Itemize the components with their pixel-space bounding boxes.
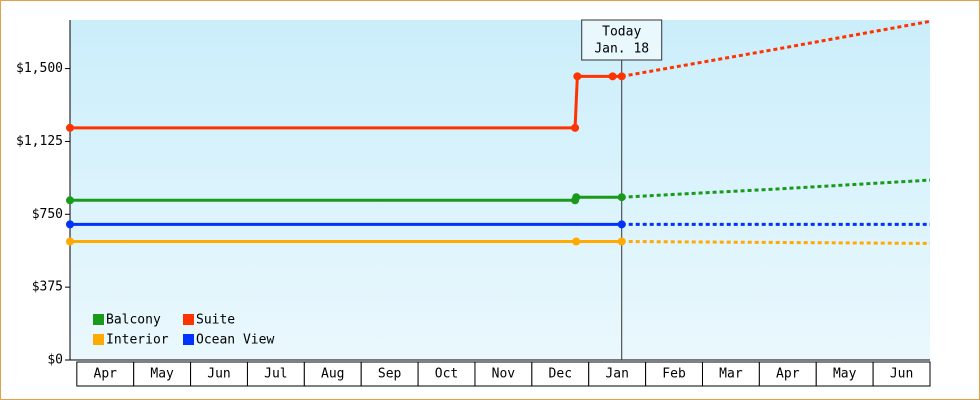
y-tick-label: $750 [32, 207, 63, 222]
category-box [133, 361, 192, 387]
x-tick-label: May [833, 367, 857, 382]
category-box [758, 361, 817, 387]
legend-swatch [183, 314, 194, 325]
legend-swatch [93, 314, 104, 325]
x-tick-label: Dec [549, 367, 572, 382]
legend-label: Interior [106, 333, 169, 348]
point [572, 237, 581, 246]
plot-bg [70, 20, 930, 360]
x-tick-label: Nov [492, 367, 516, 382]
forecast-line [621, 239, 931, 245]
category-box [190, 361, 248, 387]
y-tick-label: $1,125 [16, 134, 63, 149]
x-tick-label: Sep [378, 367, 402, 382]
legend-label: Suite [196, 313, 235, 328]
x-tick-label: Jun [890, 367, 913, 382]
point [66, 123, 74, 132]
point [617, 193, 626, 202]
point [617, 72, 626, 81]
legend-label: Balcony [106, 313, 161, 328]
y-tick-label: $1,500 [16, 61, 63, 76]
legend-label: Ocean View [196, 333, 274, 348]
x-tick-label: Aug [321, 367, 344, 382]
point [608, 72, 617, 81]
y-tick-label: $375 [32, 280, 63, 295]
x-tick-label: May [150, 367, 174, 382]
category-box [246, 361, 305, 387]
point [573, 72, 582, 81]
x-tick-label: Jun [207, 367, 230, 382]
x-tick-label: Oct [435, 367, 458, 382]
category-box [701, 361, 760, 387]
point [617, 220, 626, 229]
x-tick-label: Mar [719, 367, 743, 382]
category-box [474, 361, 533, 387]
legend-swatch [93, 334, 104, 345]
category-box [303, 361, 362, 387]
legend-swatch [183, 334, 194, 345]
point [571, 123, 580, 132]
point [66, 220, 74, 229]
category-box [76, 361, 135, 387]
today-box [581, 19, 663, 61]
point [617, 237, 626, 246]
category-box [588, 361, 647, 387]
x-tick-label: Feb [662, 367, 686, 382]
x-tick-label: Jan [605, 367, 628, 382]
forecast-line [621, 19, 931, 78]
y-tick-label: $0 [47, 353, 63, 368]
today-date: Jan. 18 [594, 42, 649, 57]
x-tick-label: Apr [776, 367, 800, 382]
x-tick-label: Jul [264, 367, 287, 382]
x-tick-label: Apr [94, 367, 118, 382]
point [66, 237, 74, 246]
today-label: Today [602, 25, 641, 40]
point [572, 193, 581, 202]
category-box [872, 361, 931, 387]
point [66, 196, 74, 205]
forecast-line [621, 178, 931, 199]
